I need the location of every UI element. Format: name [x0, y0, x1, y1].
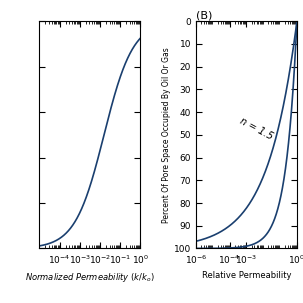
- Y-axis label: Percent Of Pore Space Occupied By Oil Or Gas: Percent Of Pore Space Occupied By Oil Or…: [162, 47, 171, 223]
- X-axis label: Relative Permeability: Relative Permeability: [202, 271, 291, 280]
- X-axis label: Normalized Permeability $(k/k_o)$: Normalized Permeability $(k/k_o)$: [25, 271, 155, 284]
- Text: (B): (B): [196, 10, 212, 20]
- Text: n = 1.5: n = 1.5: [238, 115, 274, 142]
